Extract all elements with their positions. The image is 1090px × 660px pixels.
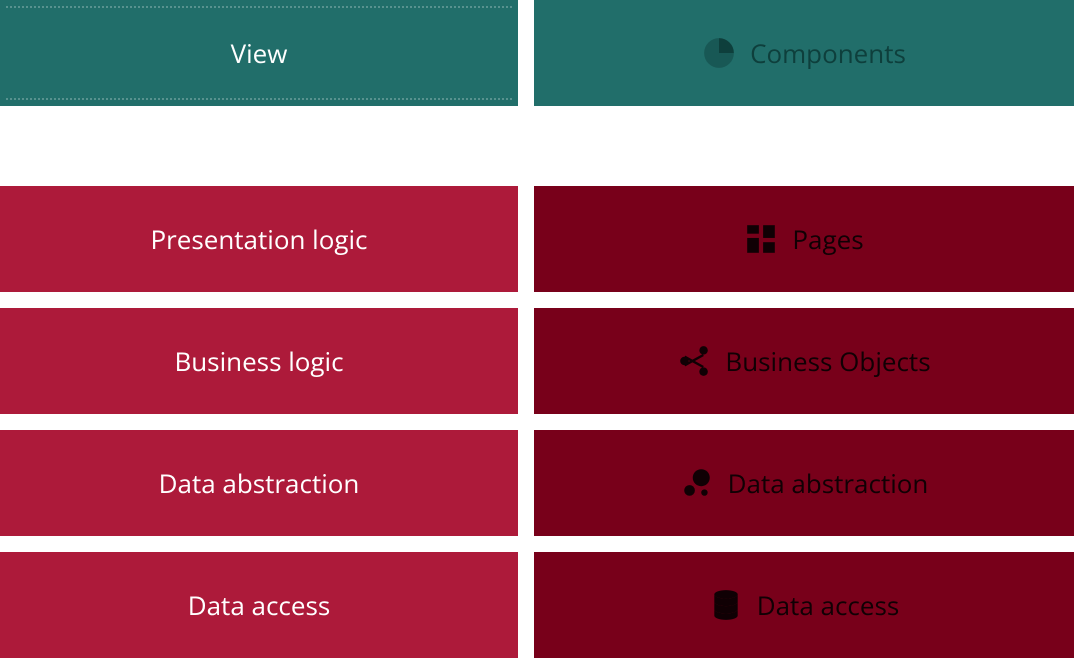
data-abstraction-right-label: Data abstraction <box>728 465 929 501</box>
business-objects-label: Business Objects <box>725 343 930 379</box>
data-access-left: Data access <box>0 552 518 658</box>
view-layer: View Components <box>0 0 1090 120</box>
logic-layers: Presentation logic Pages Business logic … <box>0 186 1090 660</box>
dashboard-icon <box>744 222 778 256</box>
presentation-logic-left: Presentation logic <box>0 186 518 292</box>
components-label: Components <box>750 35 906 71</box>
bubbles-icon <box>680 466 714 500</box>
view-layer-right: Components <box>534 0 1074 106</box>
layer-row: Data abstraction Data abstraction <box>0 430 1090 536</box>
business-logic-left: Business logic <box>0 308 518 414</box>
layer-row: Presentation logic Pages <box>0 186 1090 292</box>
data-abstraction-label: Data abstraction <box>159 465 360 501</box>
view-layer-left: View <box>0 0 518 106</box>
data-access-right-label: Data access <box>757 587 900 623</box>
pie-icon <box>702 36 736 70</box>
presentation-logic-label: Presentation logic <box>150 221 367 257</box>
presentation-logic-right: Pages <box>534 186 1074 292</box>
pages-label: Pages <box>792 221 863 257</box>
view-label: View <box>231 35 288 71</box>
architecture-diagram: View Components Presentation logic Pages <box>0 0 1090 660</box>
database-icon <box>709 588 743 622</box>
data-access-label: Data access <box>188 587 331 623</box>
data-abstraction-right: Data abstraction <box>534 430 1074 536</box>
share-icon <box>677 344 711 378</box>
layer-row: Data access Data access <box>0 552 1090 658</box>
business-logic-label: Business logic <box>174 343 343 379</box>
business-logic-right: Business Objects <box>534 308 1074 414</box>
data-access-right: Data access <box>534 552 1074 658</box>
data-abstraction-left: Data abstraction <box>0 430 518 536</box>
layer-row: Business logic Business Objects <box>0 308 1090 414</box>
